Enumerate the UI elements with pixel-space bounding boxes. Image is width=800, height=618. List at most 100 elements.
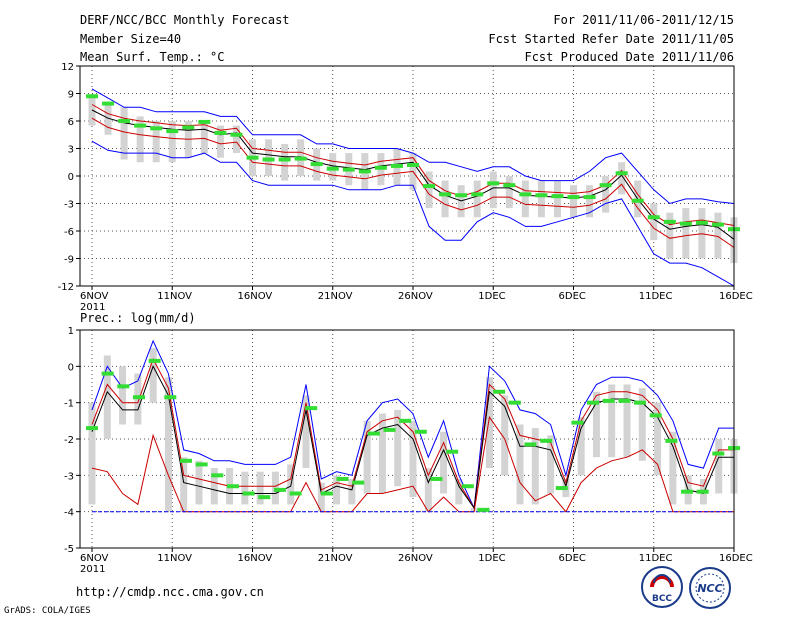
- temp-observed-mark: [102, 101, 115, 106]
- temp-spread-bar: [666, 212, 674, 259]
- temp-observed-mark: [647, 215, 660, 220]
- prec-observed-mark: [101, 371, 114, 376]
- temp-observed-mark: [487, 181, 500, 186]
- prec-spread-bar: [485, 377, 493, 469]
- prec-ytick-label: -1: [64, 399, 74, 410]
- prec-observed-mark: [258, 495, 271, 500]
- prec-observed-mark: [195, 462, 208, 467]
- prec-spread-bar: [164, 377, 172, 512]
- temp-spread-bar: [698, 208, 706, 259]
- temp-ytick-label: 6: [68, 117, 74, 128]
- temp-ytick-label: 12: [61, 62, 74, 73]
- temp-observed-mark: [567, 195, 580, 200]
- chart-title: DERF/NCC/BCC Monthly Forecast: [80, 13, 290, 27]
- prec-frame: [79, 329, 735, 549]
- prec-observed-mark: [634, 400, 647, 405]
- prec-observed-mark: [446, 449, 459, 454]
- temp-spread-bar: [120, 107, 128, 160]
- prec-panel: 1 0 -1 -2 -3 -4 -5 6NOV 11NOV 16NOV 21NOV 26NOV 1DEC…: [64, 326, 753, 575]
- prec-xtick-label: 16DEC: [719, 553, 753, 564]
- ncc-logo-text: NCC: [697, 582, 722, 595]
- prec-spread-bar: [363, 420, 371, 494]
- temp-xtick-label: 11DEC: [639, 291, 673, 302]
- prec-xtick-label: 6DEC: [559, 553, 586, 564]
- temp-observed-mark: [342, 167, 355, 172]
- source-url[interactable]: http://cmdp.ncc.cma.gov.cn: [76, 585, 264, 599]
- prec-observed-mark: [665, 438, 678, 443]
- prec-ytick-label: -2: [64, 435, 74, 446]
- temp-ytick-label: -9: [64, 255, 74, 266]
- prec-xtick-label: 1DEC: [478, 553, 505, 564]
- temp-series-ensemble-min: [91, 140, 735, 287]
- temp-spread-bar: [216, 125, 224, 158]
- prec-observed-mark: [226, 484, 239, 489]
- prec-xtick-label: 11NOV: [157, 553, 192, 564]
- temp-xtick-label: 6DEC: [559, 291, 586, 302]
- prec-spread-bar: [424, 468, 432, 512]
- temp-spread-bar: [441, 180, 449, 218]
- temp-observed-mark: [551, 194, 564, 199]
- temp-ytick-label: -3: [64, 200, 74, 211]
- temp-xtick-label: 26NOV: [398, 291, 433, 302]
- temp-observed-mark: [599, 183, 612, 188]
- prec-spread-bar: [180, 457, 188, 512]
- temp-spread-bar: [232, 125, 240, 154]
- prec-observed-mark: [117, 384, 130, 389]
- grads-credit: GrADS: COLA/IGES: [4, 606, 91, 616]
- prec-observed-mark: [540, 438, 553, 443]
- temp-observed-mark: [663, 219, 676, 224]
- temp-observed-mark: [535, 193, 548, 198]
- temp-observed-mark: [326, 166, 339, 171]
- prec-observed-mark: [383, 427, 396, 432]
- prec-series-lower: [91, 415, 734, 513]
- temp-series-median: [91, 109, 735, 240]
- prec-xtick-label: 21NOV: [318, 553, 353, 564]
- bcc-logo-text: BCC: [652, 594, 672, 604]
- prec-xtick-label: 11DEC: [639, 553, 673, 564]
- temp-spread-bar: [714, 212, 722, 259]
- prec-spread-bar: [715, 439, 723, 494]
- temp-ytick-label: -6: [64, 227, 74, 238]
- prec-spread-bar: [103, 355, 111, 439]
- prec-ytick-label: 0: [68, 362, 74, 373]
- prec-observed-mark: [273, 487, 286, 492]
- temp-spread-bar: [650, 203, 658, 241]
- temp-spread-bar: [473, 180, 481, 218]
- member-size: Member Size=40: [80, 32, 182, 46]
- prec-title: Prec.: log(mm/d): [80, 311, 196, 325]
- temp-frame: [79, 65, 735, 287]
- temp-observed-mark: [230, 132, 243, 137]
- prec-spread-bar: [577, 417, 585, 476]
- temp-spread-bar: [489, 171, 497, 209]
- prec-xtick-label: 6NOV: [80, 553, 109, 564]
- forecast-start-date: Fcst Started Refer Date 2011/11/05: [488, 32, 734, 46]
- temp-observed-mark: [86, 94, 98, 99]
- temp-observed-mark: [182, 125, 195, 130]
- prec-observed-mark: [414, 429, 427, 434]
- prec-spread-bar: [592, 391, 600, 458]
- temp-ytick-label: 3: [68, 145, 74, 156]
- prec-observed-mark: [336, 476, 349, 481]
- temp-series-lower: [91, 117, 735, 248]
- forecast-produced-date: Fcst Produced Date 2011/11/06: [524, 50, 734, 64]
- temp-spread-bar: [425, 171, 433, 209]
- prec-spread-bar: [409, 420, 417, 498]
- variable-label: Mean Surf. Temp.: °C: [80, 50, 225, 64]
- prec-observed-mark: [681, 489, 694, 494]
- prec-observed-mark: [571, 420, 584, 425]
- prec-observed-mark: [712, 451, 725, 456]
- temp-observed-mark: [615, 171, 628, 176]
- temp-observed-mark: [278, 157, 291, 162]
- prec-observed-mark: [524, 442, 537, 447]
- prec-observed-mark: [477, 507, 490, 512]
- prec-spread-bar: [547, 435, 555, 494]
- temp-ytick-label: 9: [68, 90, 74, 101]
- prec-series-ensemble-max: [91, 339, 734, 510]
- bcc-logo: BCC: [641, 566, 683, 608]
- prec-observed-mark: [164, 395, 177, 400]
- temp-observed-mark: [310, 162, 323, 167]
- temp-spread-bar: [682, 208, 690, 259]
- prec-spread-bar: [241, 471, 249, 505]
- temp-observed-mark: [695, 220, 708, 225]
- temp-spread-bar: [602, 176, 610, 213]
